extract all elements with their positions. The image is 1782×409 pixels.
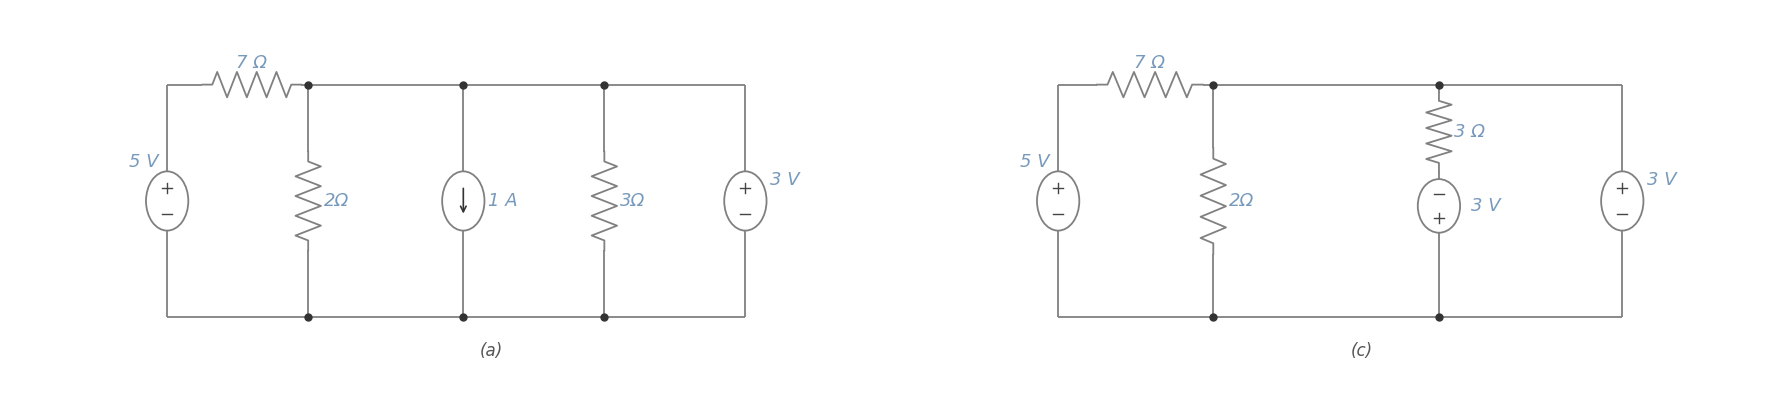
Text: 7 Ω: 7 Ω xyxy=(1135,54,1165,72)
Text: 5 V: 5 V xyxy=(1019,153,1050,171)
Text: 2Ω: 2Ω xyxy=(1230,192,1255,210)
Text: 3 V: 3 V xyxy=(1647,171,1677,189)
Text: 1 A: 1 A xyxy=(488,192,517,210)
Text: 3 V: 3 V xyxy=(1470,197,1500,215)
Text: (a): (a) xyxy=(479,342,503,360)
Text: 2Ω: 2Ω xyxy=(324,192,349,210)
Text: 3Ω: 3Ω xyxy=(620,192,645,210)
Text: 3 Ω: 3 Ω xyxy=(1454,123,1486,141)
Text: (c): (c) xyxy=(1351,342,1372,360)
Text: 5 V: 5 V xyxy=(128,153,159,171)
Text: 7 Ω: 7 Ω xyxy=(237,54,267,72)
Text: 3 V: 3 V xyxy=(770,171,800,189)
